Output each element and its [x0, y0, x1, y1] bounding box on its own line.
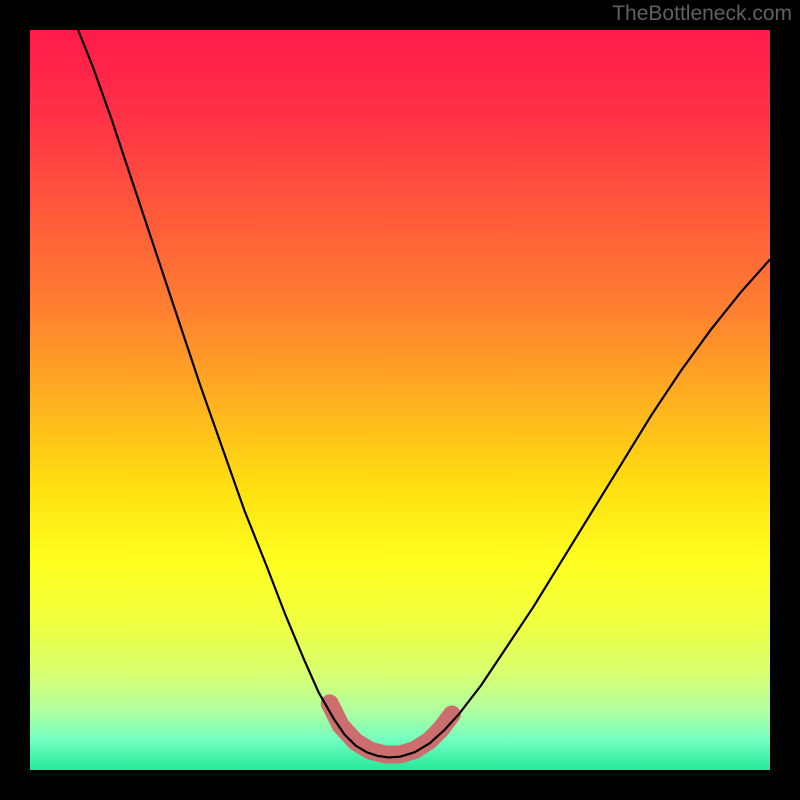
watermark-text: TheBottleneck.com — [612, 2, 792, 26]
plot-background — [30, 30, 770, 770]
bottleneck-chart — [0, 0, 800, 800]
chart-container: TheBottleneck.com — [0, 0, 800, 800]
